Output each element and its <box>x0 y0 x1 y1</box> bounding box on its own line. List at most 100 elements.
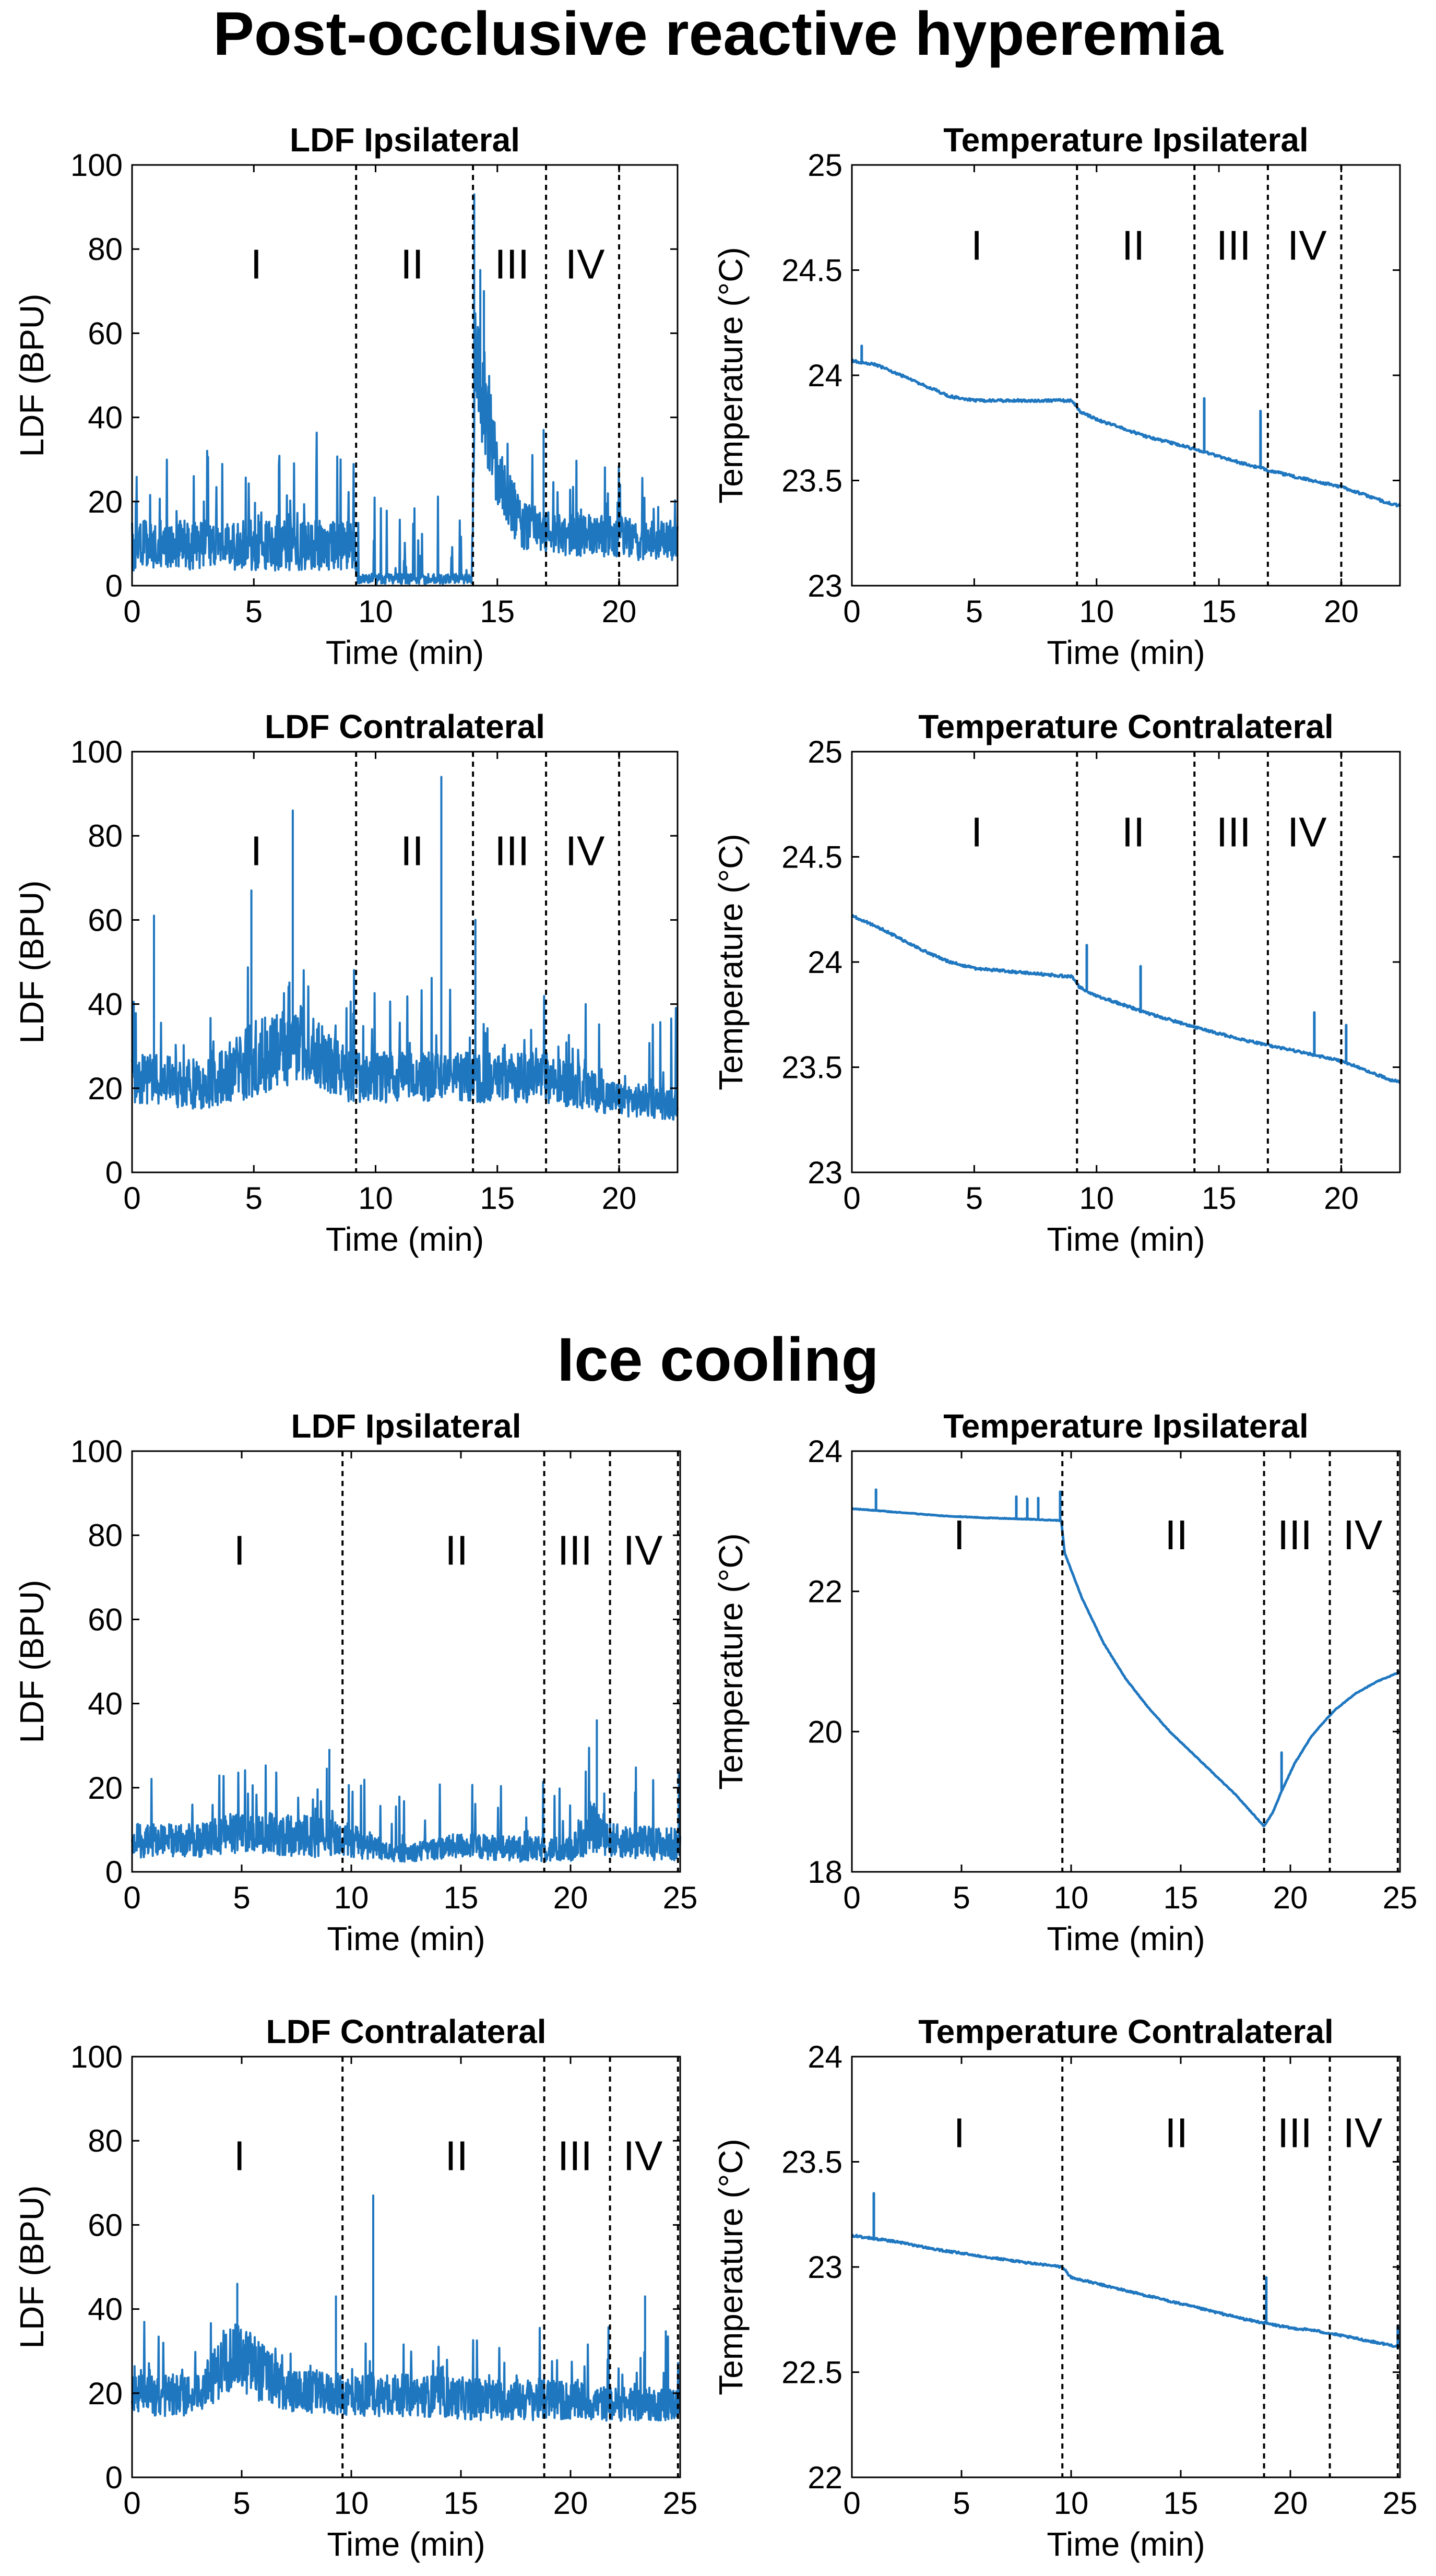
phase-label-I: I <box>234 2133 245 2179</box>
chart-title: LDF Contralateral <box>266 2013 547 2050</box>
x-tick-label: 15 <box>1202 1181 1237 1216</box>
y-tick-label: 20 <box>88 1771 123 1806</box>
series-line-temperature <box>851 914 1401 1084</box>
series-line-ldf <box>131 193 679 585</box>
x-tick-label: 20 <box>1273 1880 1308 1915</box>
series-line-ldf <box>131 1719 681 1863</box>
y-tick-label: 40 <box>88 987 123 1022</box>
y-axis-label: Temperature (°C) <box>712 247 750 504</box>
x-tick-label: 15 <box>444 2486 479 2521</box>
y-tick-label: 60 <box>88 1602 123 1637</box>
y-tick-label: 20 <box>88 2376 123 2411</box>
y-tick-label: 80 <box>88 2123 123 2158</box>
phase-label-III: III <box>1216 222 1251 268</box>
x-axis-label: Time (min) <box>327 2525 485 2563</box>
x-tick-label: 0 <box>123 1880 140 1915</box>
y-tick-label: 18 <box>808 1855 842 1890</box>
x-tick-label: 20 <box>602 594 637 629</box>
chart-title: Temperature Contralateral <box>918 708 1334 745</box>
x-tick-label: 0 <box>123 2486 140 2521</box>
series-line-temperature <box>851 2192 1401 2349</box>
x-tick-label: 20 <box>553 1880 588 1915</box>
x-tick-label: 5 <box>233 2486 250 2521</box>
y-axis-label: LDF (BPU) <box>13 2186 51 2349</box>
phase-label-IV: IV <box>1343 1512 1383 1558</box>
section-title-ice-cooling: Ice cooling <box>557 1325 879 1394</box>
y-tick-label: 100 <box>70 2039 123 2074</box>
y-tick-label: 100 <box>70 148 123 183</box>
x-tick-label: 25 <box>663 2486 698 2521</box>
x-tick-label: 5 <box>245 1181 263 1216</box>
x-tick-label: 5 <box>953 1880 970 1915</box>
phase-label-III: III <box>494 828 529 874</box>
phase-label-II: II <box>1165 1512 1188 1558</box>
axes-frame <box>131 751 679 1173</box>
y-tick-label: 100 <box>70 1434 123 1469</box>
y-tick-label: 80 <box>88 1518 123 1553</box>
phase-label-I: I <box>954 1512 965 1558</box>
phase-label-I: I <box>251 828 262 874</box>
series-line-temperature <box>851 345 1402 508</box>
axes-frame <box>131 2056 681 2478</box>
x-tick-label: 15 <box>1164 1880 1198 1915</box>
phase-label-II: II <box>400 241 423 288</box>
chart-title: LDF Ipsilateral <box>291 1407 521 1445</box>
y-tick-label: 23.5 <box>781 2145 842 2180</box>
phase-label-I: I <box>954 2109 965 2156</box>
phase-label-III: III <box>494 241 529 288</box>
axes-frame <box>131 164 679 587</box>
x-tick-label: 25 <box>1383 1880 1418 1915</box>
chart-title: LDF Contralateral <box>265 708 545 745</box>
phase-label-II: II <box>1165 2109 1188 2156</box>
phase-label-IV: IV <box>623 1527 663 1574</box>
x-tick-label: 15 <box>1202 594 1237 629</box>
x-tick-label: 0 <box>843 1880 860 1915</box>
phase-label-IV: IV <box>565 241 605 288</box>
y-tick-label: 23 <box>808 568 842 603</box>
chart-title: Temperature Contralateral <box>918 2013 1334 2050</box>
y-tick-label: 0 <box>105 568 123 603</box>
phase-label-I: I <box>971 222 982 268</box>
x-tick-label: 25 <box>663 1880 698 1915</box>
x-tick-label: 0 <box>843 1181 860 1216</box>
phase-label-IV: IV <box>1287 809 1327 855</box>
phase-label-I: I <box>234 1527 245 1574</box>
y-tick-label: 100 <box>70 734 123 769</box>
phase-label-IV: IV <box>1287 222 1327 268</box>
x-tick-label: 15 <box>480 594 515 629</box>
y-tick-label: 24 <box>808 358 842 393</box>
phase-label-III: III <box>1216 809 1251 855</box>
y-tick-label: 24 <box>808 1434 842 1469</box>
chart-title: Temperature Ipsilateral <box>943 121 1309 159</box>
x-tick-label: 10 <box>358 594 393 629</box>
x-tick-label: 0 <box>843 594 860 629</box>
phase-label-III: III <box>557 2133 592 2179</box>
y-axis-label: LDF (BPU) <box>13 294 51 457</box>
y-tick-label: 20 <box>808 1714 842 1749</box>
x-tick-label: 10 <box>1079 1181 1114 1216</box>
y-tick-label: 24 <box>808 2039 842 2074</box>
y-tick-label: 25 <box>808 734 842 769</box>
x-tick-label: 15 <box>480 1181 515 1216</box>
y-tick-label: 23 <box>808 1155 842 1190</box>
x-axis-label: Time (min) <box>1047 1220 1205 1258</box>
x-tick-label: 10 <box>1054 1880 1089 1915</box>
chart-title: LDF Ipsilateral <box>290 121 520 159</box>
x-tick-label: 20 <box>602 1181 637 1216</box>
x-tick-label: 0 <box>123 1181 140 1216</box>
y-tick-label: 40 <box>88 1687 123 1722</box>
y-tick-label: 0 <box>105 1855 123 1890</box>
y-tick-label: 80 <box>88 818 123 853</box>
x-axis-label: Time (min) <box>1047 1920 1205 1957</box>
y-tick-label: 0 <box>105 1155 123 1190</box>
y-tick-label: 24 <box>808 945 842 980</box>
axes-frame <box>851 2056 1401 2478</box>
y-tick-label: 80 <box>88 232 123 267</box>
x-tick-label: 20 <box>1324 1181 1359 1216</box>
x-axis-label: Time (min) <box>327 1920 485 1957</box>
axes-frame <box>851 1450 1401 1873</box>
